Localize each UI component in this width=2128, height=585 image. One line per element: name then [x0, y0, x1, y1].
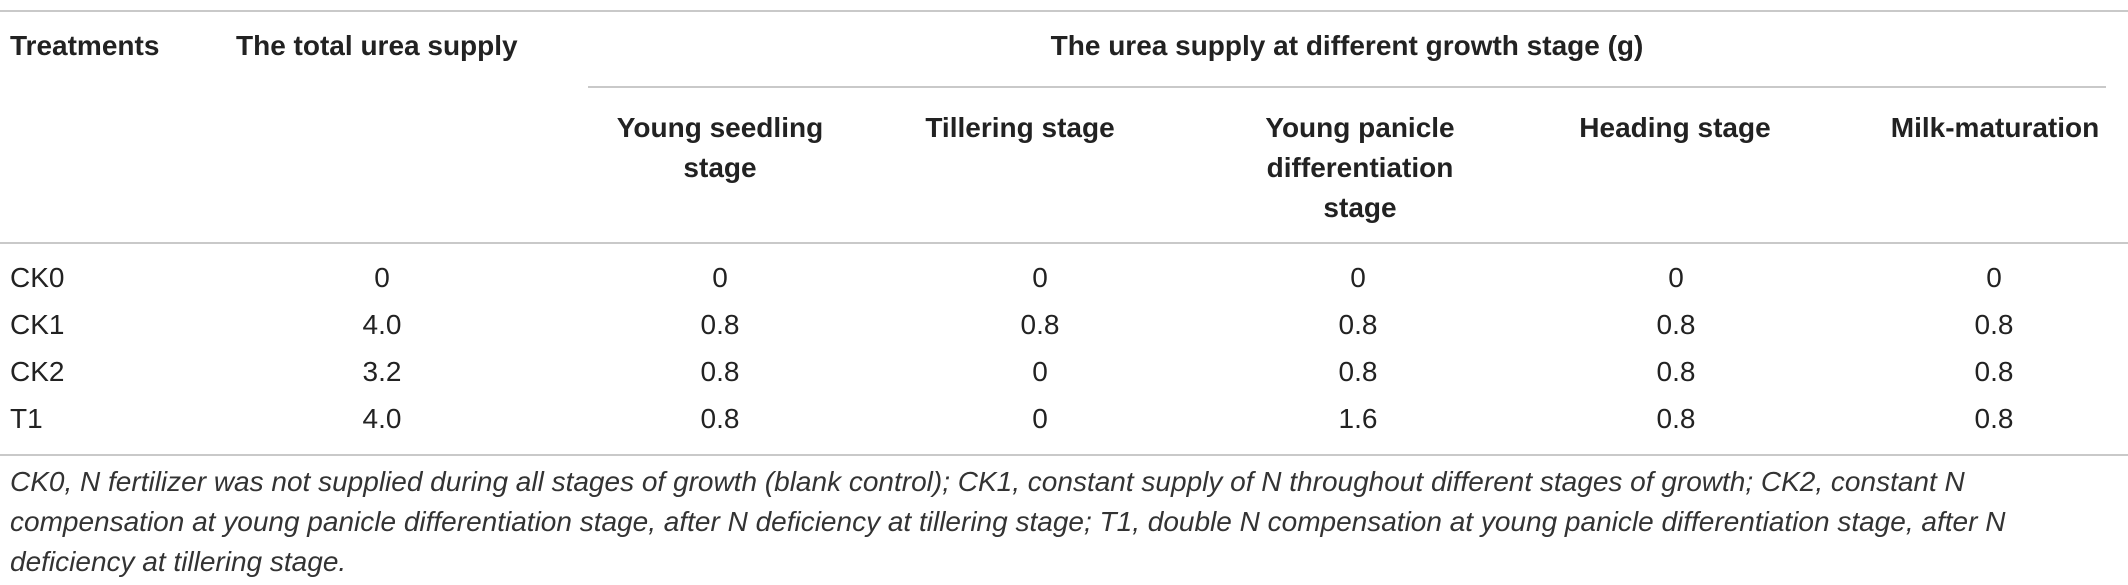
cell-young-seedling: 0.8	[700, 403, 740, 434]
cell-total: 3.2	[362, 356, 402, 387]
cell-tillering: 0.8	[1020, 309, 1060, 340]
cell-young-panicle: 1.6	[1338, 403, 1378, 434]
cell-milk-maturation: 0.8	[1974, 356, 2014, 387]
header-group-rule	[588, 86, 2106, 88]
cell-heading: 0.8	[1656, 309, 1696, 340]
header-heading-stage: Heading stage	[1579, 112, 1771, 143]
cell-treatment: T1	[10, 403, 43, 434]
cell-treatment: CK1	[10, 309, 65, 340]
table-footnote: CK0, N fertilizer was not supplied durin…	[10, 466, 2006, 577]
cell-heading: 0.8	[1656, 356, 1696, 387]
cell-young-seedling: 0.8	[700, 309, 740, 340]
header-young-panicle-differentiation-stage: Young panicle differentiation stage	[1265, 112, 1455, 223]
cell-milk-maturation: 0	[1986, 262, 2002, 293]
header-tillering-stage: Tillering stage	[925, 112, 1115, 143]
cell-young-panicle: 0	[1350, 262, 1366, 293]
cell-treatment: CK2	[10, 356, 65, 387]
cell-heading: 0.8	[1656, 403, 1696, 434]
header-young-seedling-stage: Young seedling stage	[616, 112, 824, 183]
cell-tillering: 0	[1032, 403, 1048, 434]
cell-tillering: 0	[1032, 262, 1048, 293]
cell-total: 4.0	[362, 403, 402, 434]
header-bottom-rule	[0, 242, 2128, 244]
cell-treatment: CK0	[10, 262, 65, 293]
cell-young-seedling: 0.8	[700, 356, 740, 387]
header-total-urea-supply: The total urea supply	[236, 30, 518, 61]
cell-tillering: 0	[1032, 356, 1048, 387]
cell-young-seedling: 0	[712, 262, 728, 293]
table-bottom-rule	[0, 454, 2128, 456]
cell-milk-maturation: 0.8	[1974, 309, 2014, 340]
header-growth-stage-group: The urea supply at different growth stag…	[1050, 30, 1644, 61]
table-top-rule	[0, 10, 2128, 12]
cell-total: 0	[374, 262, 390, 293]
cell-heading: 0	[1668, 262, 1684, 293]
header-milk-maturation: Milk-maturation	[1890, 112, 2100, 143]
cell-total: 4.0	[362, 309, 402, 340]
cell-young-panicle: 0.8	[1338, 309, 1378, 340]
cell-milk-maturation: 0.8	[1974, 403, 2014, 434]
cell-young-panicle: 0.8	[1338, 356, 1378, 387]
header-treatments: Treatments	[10, 30, 160, 61]
